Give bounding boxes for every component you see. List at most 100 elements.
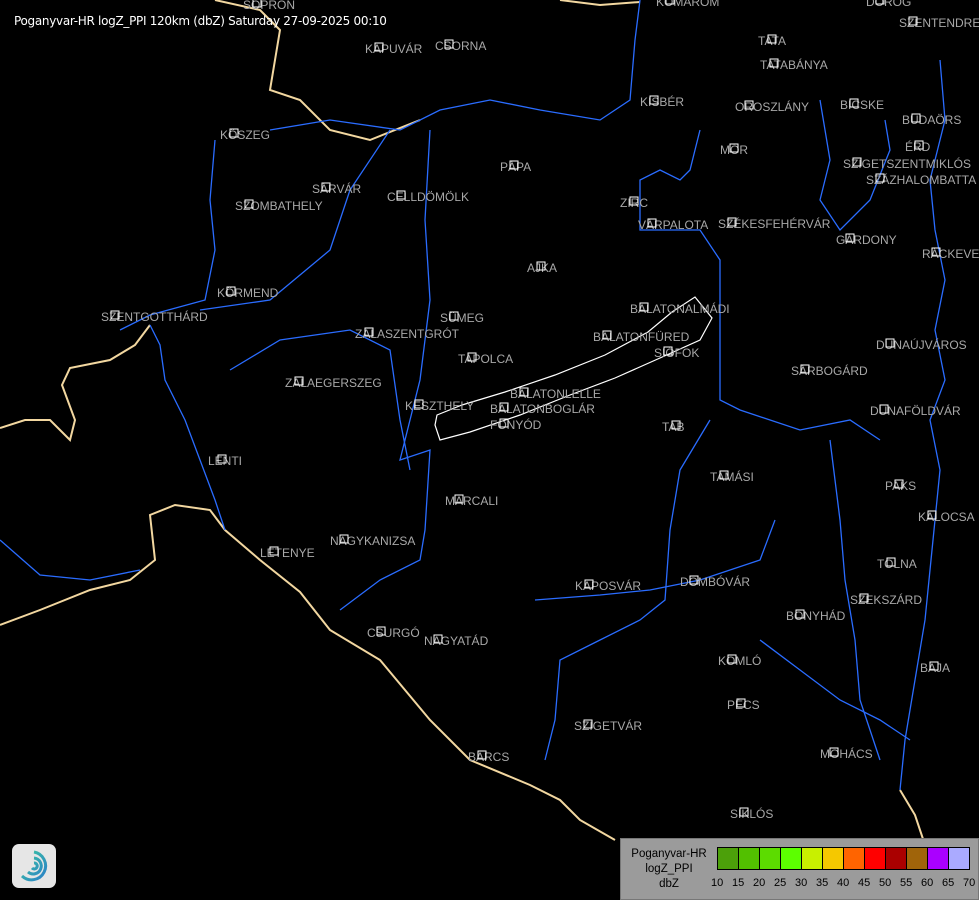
city-label: KAPUVÁR [365,41,423,56]
city-label: TATABÁNYA [760,57,828,72]
city-label: BICSKE [840,98,884,112]
city-outline [649,95,659,105]
river-line [229,329,411,471]
city-outline [454,494,464,504]
city-label: MÓR [720,142,748,157]
city-outline [908,16,918,26]
legend-swatch [739,848,760,869]
river-line [534,519,776,601]
city-label: ZIRC [620,196,648,210]
swirl-logo-icon [12,844,56,888]
city-outline [719,470,729,480]
city-label: OROSZLÁNY [735,99,809,114]
city-label: SZENTGOTTHÁRD [101,309,208,324]
map-title: Poganyvar-HR logZ_PPI 120km (dbZ) Saturd… [14,14,387,28]
city-outline [414,399,424,409]
city-outline [663,346,673,356]
city-outline [226,286,236,296]
city-label: BAJA [920,661,950,675]
city-outline [584,579,594,589]
city-outline [244,199,254,209]
legend-tick-label: 70 [963,877,976,889]
city-label: LENTI [208,454,242,468]
legend-swatch [865,848,886,869]
city-label: CSURGÓ [367,625,420,640]
city-outline [859,593,869,603]
city-outline [739,807,749,817]
city-label: DUNAÚJVÁROS [876,337,967,352]
river-line [0,539,141,581]
color-scale-legend: Poganyvar-HR logZ_PPI dbZ 10 15 20 25 30 35 40… [620,838,979,900]
city-label: BONYHÁD [786,608,846,623]
legend-swatches [717,847,970,870]
city-label: DUNAFÖLDVÁR [870,403,961,418]
city-label: BALATONALMÁDI [630,301,730,316]
city-label: LETENYE [260,546,315,560]
city-outline [689,575,699,585]
city-label: SÁRVÁR [312,181,361,196]
city-outline [849,98,859,108]
city-outline [665,0,675,5]
city-label: ÉRD [905,139,931,154]
city-outline [364,327,374,337]
legend-swatch [760,848,781,869]
city-outline [467,352,477,362]
city-outline [927,510,937,520]
city-outline [376,626,386,636]
city-outline [499,402,509,412]
city-outline [639,302,649,312]
city-outline [886,557,896,567]
lake-balaton [434,296,713,441]
river-line [639,129,881,441]
city-label: KISBÉR [640,94,684,109]
city-outline [729,143,739,153]
city-label: KAPOSVÁR [575,578,641,593]
city-outline [583,719,593,729]
city-label: MOHÁCS [820,746,873,761]
legend-swatch [802,848,823,869]
legend-ticks: 10 15 20 25 30 35 40 45 50 55 60 65 70 [711,877,979,897]
legend-swatch [844,848,865,869]
city-outline [931,247,941,257]
legend-tick-label: 45 [858,877,871,889]
city-outline [269,546,279,556]
city-label: SÜMEG [440,311,484,325]
city-outline [875,0,885,5]
city-label: TAMÁSI [710,469,754,484]
city-label: PÁPA [500,159,531,174]
city-outline [744,100,754,110]
city-label: SZENTENDRE [899,16,979,30]
city-outline [519,387,529,397]
border-line [214,0,421,142]
city-outline [727,217,737,227]
city-outline [769,58,779,68]
city-label: MARCALI [445,494,498,508]
city-label: KÖRMEND [217,286,279,300]
city-outline [433,634,443,644]
rivers [0,0,946,791]
city-label: SIKLÓS [730,806,773,821]
city-label: SIÓFOK [654,345,699,360]
city-label: CELLDÖMÖLK [387,190,469,204]
legend-swatch [949,848,969,869]
city-label: RÁCKEVE [922,246,979,261]
city-label: KESZTHELY [405,399,474,413]
legend-tick-label: 10 [711,877,724,889]
city-label: SÁRBOGÁRD [791,363,868,378]
city-outline [852,157,862,167]
river-line [119,139,216,331]
city-label: KŐSZEG [220,127,270,142]
city-label: BARCS [468,750,509,764]
city-label: BALATONFÜRED [593,330,690,344]
city-label: DOROG [866,0,911,9]
city-outline [736,698,746,708]
city-label: SZIGETSZENTMIKLÓS [843,156,971,171]
city-label: BALATONLELLE [510,387,601,401]
city-outline [629,196,639,206]
river-line [819,99,891,232]
city-label: GÁRDONY [836,232,897,247]
legend-tick-label: 35 [816,877,829,889]
city-outline [449,311,459,321]
city-outline [294,376,304,386]
city-outline [879,404,889,414]
